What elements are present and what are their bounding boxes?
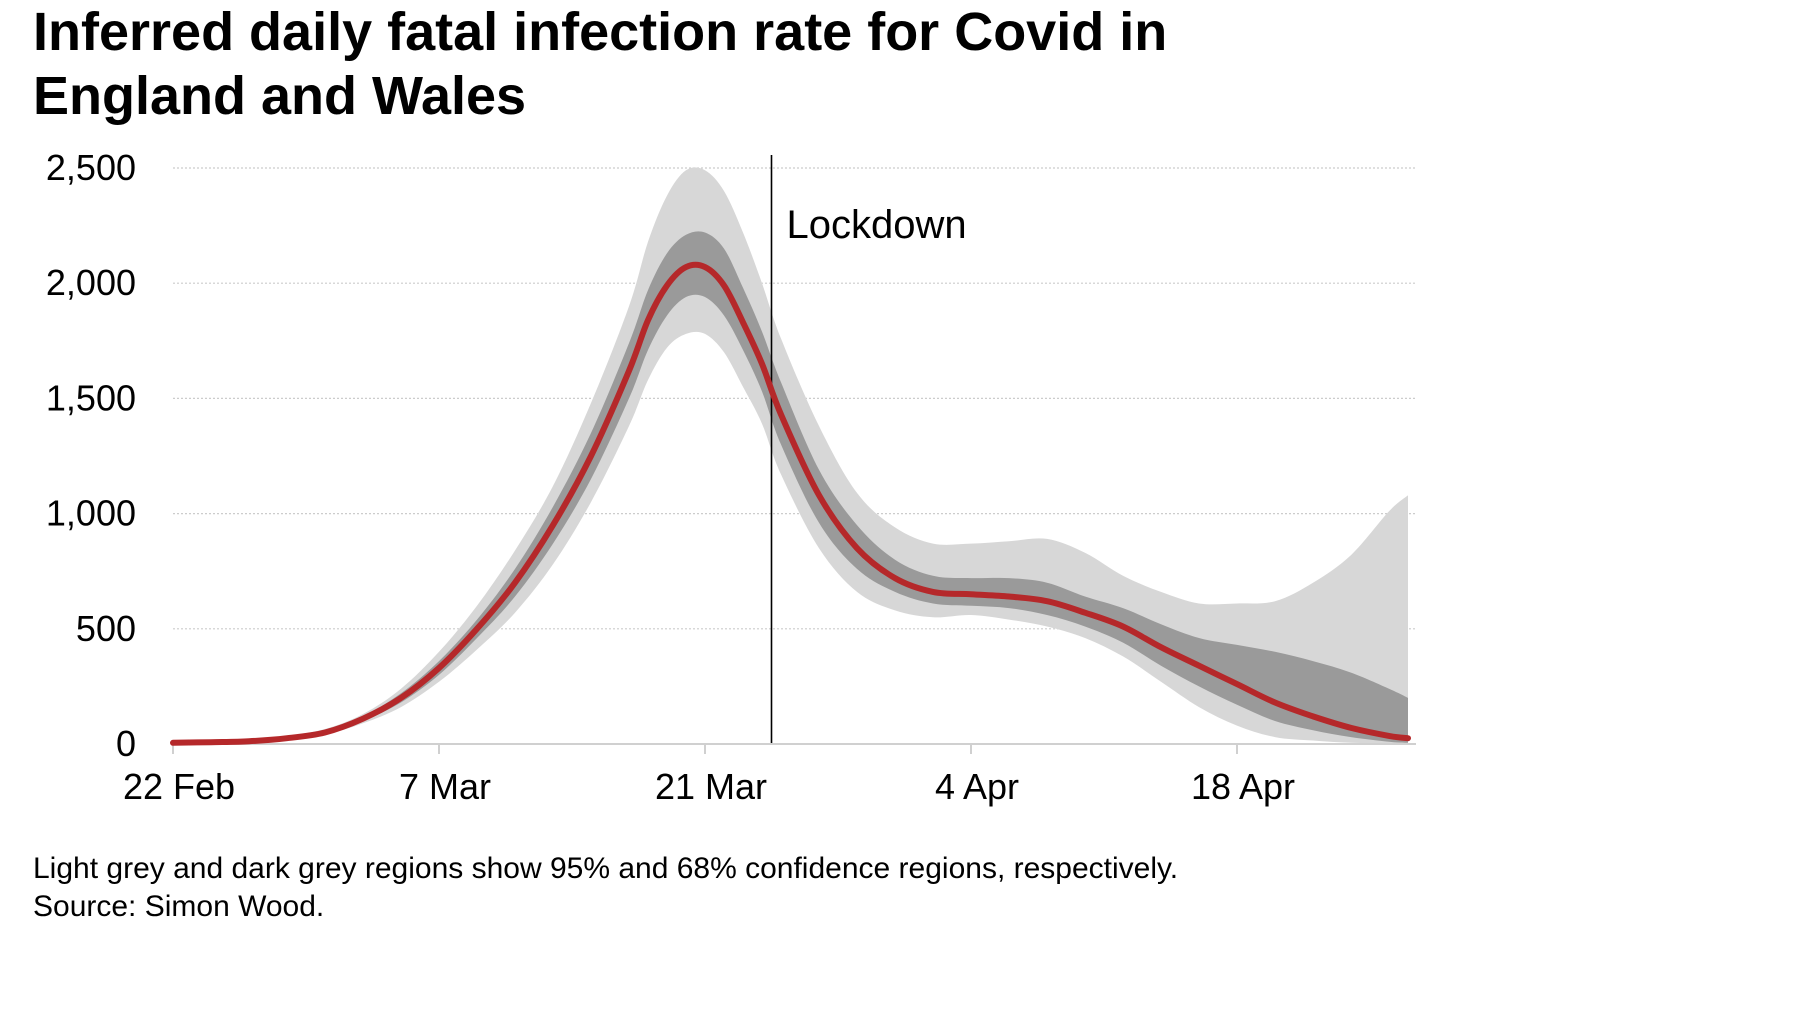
median-point: [1082, 610, 1088, 616]
median-point: [721, 283, 727, 289]
median-point: [170, 740, 176, 746]
median-point: [1044, 598, 1050, 604]
median-point: [512, 580, 518, 586]
median-point: [1120, 624, 1126, 630]
median-point: [474, 626, 480, 632]
median-point: [626, 368, 632, 374]
median-point: [702, 264, 708, 270]
y-tick-label: 2,000: [46, 262, 136, 303]
median-point: [683, 264, 689, 270]
y-tick-label: 2,500: [46, 147, 136, 188]
median-point: [588, 453, 594, 459]
median-point: [778, 412, 784, 418]
median-point: [1386, 733, 1392, 739]
median-point: [550, 522, 556, 528]
median-point: [284, 735, 290, 741]
x-tick-label: 22 Feb: [123, 766, 235, 807]
median-point: [1234, 681, 1240, 687]
median-point: [1348, 725, 1354, 731]
y-tick-label: 0: [116, 723, 136, 764]
x-tick-label: 4 Apr: [935, 766, 1019, 807]
median-point: [968, 591, 974, 597]
median-point: [816, 492, 822, 498]
median-point: [436, 665, 442, 671]
median-point: [854, 545, 860, 551]
median-point: [664, 283, 670, 289]
x-tick-label: 21 Mar: [655, 766, 767, 807]
median-point: [360, 716, 366, 722]
median-point: [1405, 735, 1411, 741]
footnote: Light grey and dark grey regions show 95…: [33, 850, 1178, 926]
median-point: [740, 319, 746, 325]
median-point: [759, 361, 765, 367]
x-tick-label: 7 Mar: [399, 766, 491, 807]
median-point: [892, 575, 898, 581]
grid-layer: 0 500 1,000 1,500 2,000 2,500: [46, 147, 1416, 764]
median-point: [1006, 594, 1012, 600]
footnote-source: Source: Simon Wood.: [33, 890, 325, 923]
median-point: [1272, 700, 1278, 706]
y-tick-label: 500: [76, 608, 136, 649]
median-point: [1158, 644, 1164, 650]
lockdown-label: Lockdown: [787, 203, 967, 247]
x-tick-label: 18 Apr: [1191, 766, 1295, 807]
median-point: [930, 589, 936, 595]
y-tick-label: 1,500: [46, 377, 136, 418]
median-point: [398, 695, 404, 701]
median-line: [170, 261, 1411, 746]
median-point: [322, 730, 328, 736]
median-point: [246, 738, 252, 744]
median-point: [1196, 663, 1202, 669]
median-point: [1310, 713, 1316, 719]
chart-title: Inferred daily fatal infection rate for …: [33, 2, 1168, 126]
median-point: [645, 317, 651, 323]
footnote-confidence: Light grey and dark grey regions show 95…: [33, 852, 1179, 885]
median-point: [208, 739, 214, 745]
tick-layer: 22 Feb 7 Mar 21 Mar 4 Apr 18 Apr: [123, 744, 1295, 807]
y-tick-label: 1,000: [46, 493, 136, 534]
